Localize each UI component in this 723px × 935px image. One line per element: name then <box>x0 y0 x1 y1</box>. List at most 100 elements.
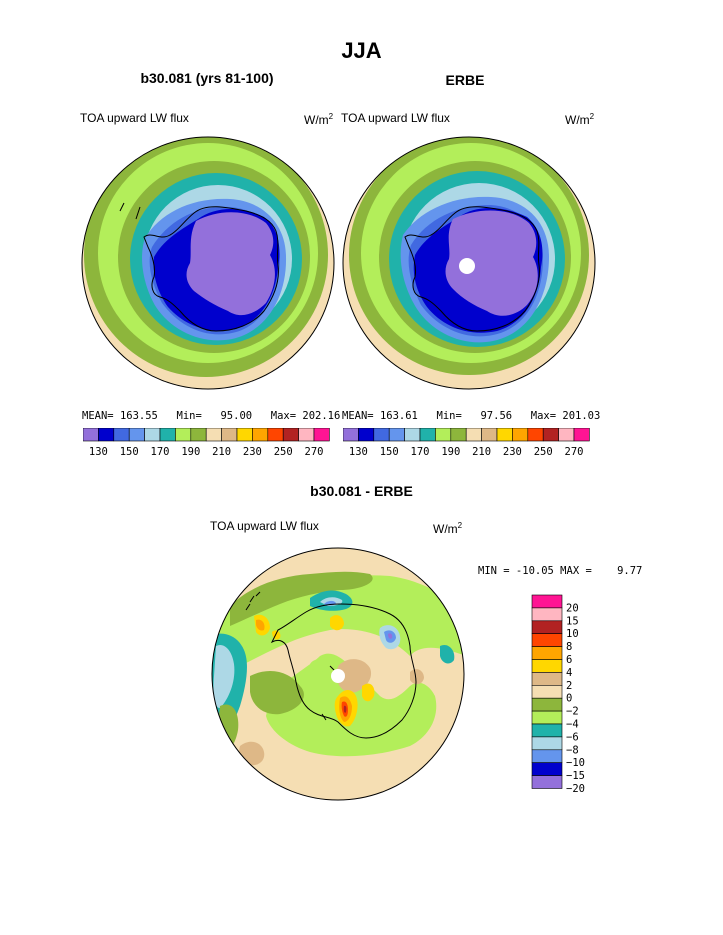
panel-2-mean-label: MEAN= <box>342 410 374 422</box>
panel-2-heading: ERBE <box>445 72 485 88</box>
colorbar-swatch <box>190 428 207 442</box>
colorbar-swatch <box>531 685 563 699</box>
panel-2-map <box>342 136 596 390</box>
colorbar-swatch <box>527 428 544 442</box>
colorbar-tick-label: 250 <box>534 446 553 458</box>
colorbar-tick-label: 250 <box>274 446 293 458</box>
colorbar-swatch <box>531 723 563 738</box>
colorbar-swatch <box>531 620 563 634</box>
panel-2-min-value: 97.56 <box>480 410 513 422</box>
panel-2-min-label: Min= <box>436 410 462 422</box>
colorbar-swatch <box>531 659 563 673</box>
colorbar-swatch <box>388 428 405 442</box>
colorbar-swatch <box>159 428 176 442</box>
colorbar-swatch <box>282 428 299 442</box>
panel-1-map <box>81 136 335 390</box>
colorbar-tick-label: 20 <box>566 602 579 614</box>
colorbar-tick-label: 2 <box>566 680 572 692</box>
colorbar-tick-label: −4 <box>566 719 579 731</box>
diff-minmax: MIN = -10.05 MAX = 9.77 <box>478 565 643 577</box>
colorbar-swatch <box>236 428 253 442</box>
panel-1-variable-label: TOA upward LW flux <box>80 111 189 125</box>
colorbar-swatch <box>221 428 238 442</box>
colorbar-swatch <box>404 428 421 442</box>
colorbar-tick-label: 150 <box>120 446 139 458</box>
colorbar-tick-label: −6 <box>566 731 579 743</box>
colorbar-tick-label: 15 <box>566 615 579 627</box>
colorbar-swatch <box>144 428 161 442</box>
panel-1-min-value: 95.00 <box>220 410 253 422</box>
colorbar-swatch <box>531 633 563 647</box>
panel-2-mean-value: 163.61 <box>379 410 418 422</box>
panel-2-max-label: Max= <box>530 410 557 422</box>
colorbar-swatch <box>531 749 563 764</box>
colorbar-swatch <box>573 428 590 442</box>
colorbar-swatch <box>205 428 222 442</box>
colorbar-swatch <box>98 428 115 442</box>
colorbar-swatch <box>531 672 563 686</box>
diff-heading: b30.081 - ERBE <box>310 483 413 499</box>
colorbar-tick-label: 130 <box>89 446 108 458</box>
colorbar-tick-label: 210 <box>212 446 231 458</box>
colorbar-swatch <box>496 428 513 442</box>
colorbar-swatch <box>175 428 192 442</box>
colorbar-swatch <box>113 428 130 442</box>
colorbar-swatch <box>531 607 563 622</box>
colorbar-tick-label: 170 <box>411 446 430 458</box>
colorbar-tick-label: 130 <box>349 446 368 458</box>
panel-1-max-label: Max= <box>270 410 297 422</box>
colorbar-tick-label: 190 <box>441 446 460 458</box>
colorbar-tick-label: 270 <box>305 446 324 458</box>
colorbar-tick-label: −2 <box>566 706 579 718</box>
colorbar-swatch <box>343 428 359 442</box>
colorbar-tick-label: 230 <box>243 446 262 458</box>
colorbar-swatch <box>531 697 563 712</box>
colorbar-tick-label: 190 <box>181 446 200 458</box>
panel-2-colorbar: 130 150 170 190 210 230 250 270 <box>343 428 590 458</box>
diff-units-label: W/m2 <box>433 521 463 536</box>
colorbar-swatch <box>531 736 563 751</box>
colorbar-swatch <box>252 428 269 442</box>
colorbar-swatch <box>531 646 563 660</box>
colorbar-tick-label: −8 <box>566 744 579 756</box>
colorbar-tick-label: 4 <box>566 667 572 679</box>
colorbar-swatch <box>358 428 375 442</box>
colorbar-tick-label: −20 <box>566 783 585 795</box>
colorbar-tick-label: 0 <box>566 693 572 705</box>
colorbar-swatch <box>531 775 563 789</box>
colorbar-swatch <box>481 428 498 442</box>
colorbar-swatch <box>465 428 482 442</box>
colorbar-swatch <box>298 428 315 442</box>
colorbar-swatch <box>531 710 563 725</box>
colorbar-swatch <box>531 762 563 776</box>
colorbar-swatch <box>435 428 452 442</box>
colorbar-tick-label: 150 <box>380 446 399 458</box>
colorbar-tick-label: 10 <box>566 628 579 640</box>
colorbar-swatch <box>83 428 99 442</box>
colorbar-swatch <box>373 428 390 442</box>
colorbar-tick-label: 210 <box>472 446 491 458</box>
panel-1-stats: MEAN= 163.55 Min= 95.00 Max= 202.16 <box>82 410 340 422</box>
panel-2-max-value: 201.03 <box>562 410 601 422</box>
colorbar-swatch <box>128 428 145 442</box>
panel-1-mean-value: 163.55 <box>119 410 158 422</box>
panel-1-units-label: W/m2 <box>304 112 334 127</box>
panel-1-max-value: 202.16 <box>302 410 341 422</box>
colorbar-tick-label: −10 <box>566 757 585 769</box>
colorbar-swatch <box>558 428 575 442</box>
colorbar-tick-label: −15 <box>566 770 585 782</box>
colorbar-tick-label: 270 <box>565 446 584 458</box>
colorbar-swatch <box>313 428 330 442</box>
colorbar-swatch <box>450 428 467 442</box>
colorbar-tick-label: 170 <box>151 446 170 458</box>
colorbar-swatch <box>512 428 529 442</box>
colorbar-tick-label: 230 <box>503 446 522 458</box>
colorbar-swatch <box>542 428 559 442</box>
diff-map <box>211 547 465 801</box>
panel-2-units-label: W/m2 <box>565 112 595 127</box>
panel-1-min-label: Min= <box>176 410 202 422</box>
colorbar-swatch <box>267 428 284 442</box>
page-title: JJA <box>341 38 382 63</box>
colorbar-tick-label: 8 <box>566 641 572 653</box>
